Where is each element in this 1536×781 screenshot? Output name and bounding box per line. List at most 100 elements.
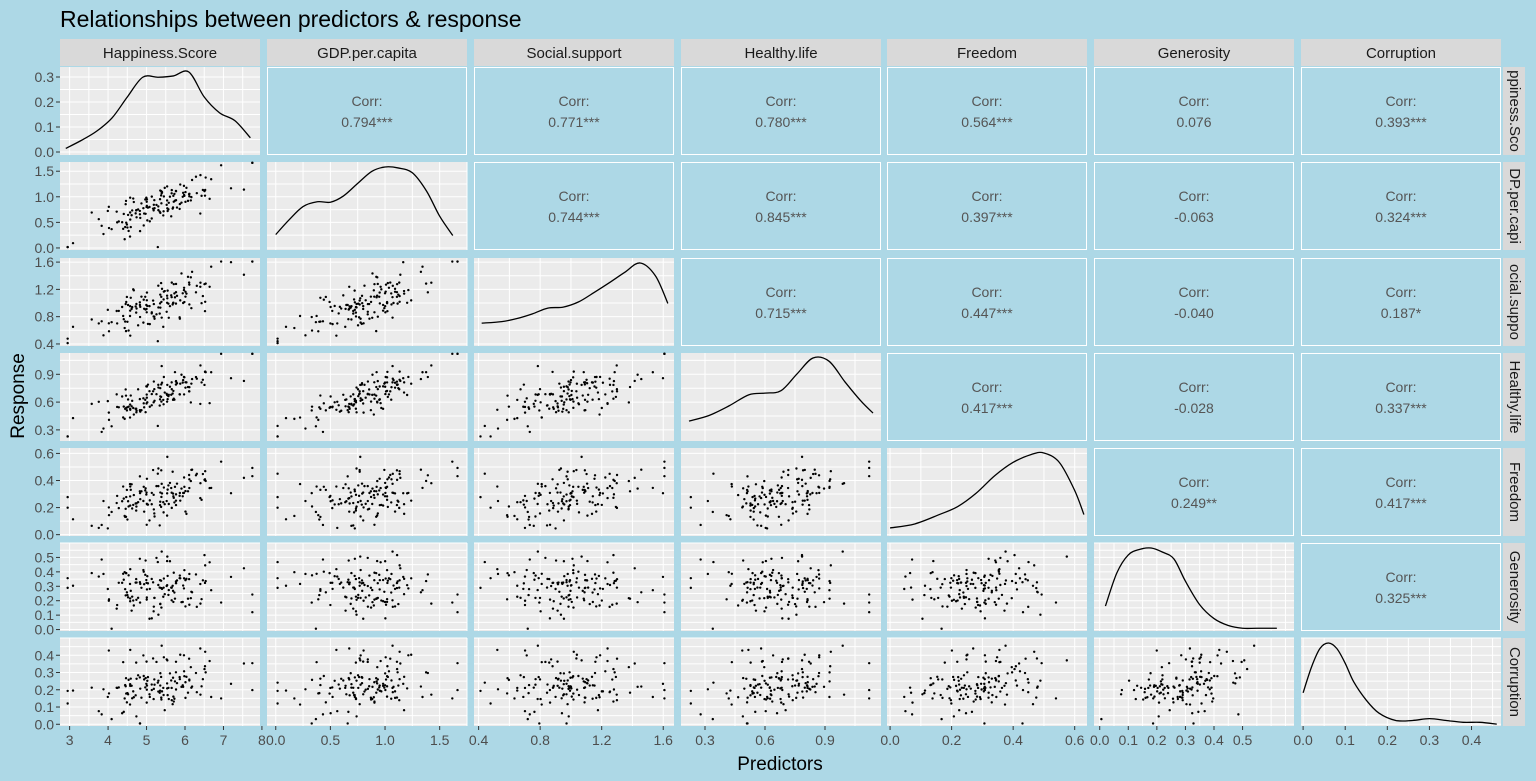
data-point: [372, 604, 376, 607]
data-point: [71, 325, 75, 329]
strip-background: [1503, 353, 1525, 441]
chart-title: Relationships between predictors & respo…: [60, 6, 522, 32]
strip-label: DP.per.capi: [1506, 168, 1523, 244]
data-point: [353, 527, 357, 530]
data-point: [276, 586, 279, 590]
corr-value: 0.324***: [1375, 209, 1427, 225]
data-point: [1014, 665, 1018, 668]
data-point: [125, 692, 128, 695]
data-point: [179, 653, 182, 656]
data-point: [166, 397, 169, 401]
data-point: [384, 656, 387, 659]
data-point: [595, 696, 598, 700]
data-point: [545, 691, 549, 694]
data-point: [982, 687, 986, 690]
corr-value: 0.397***: [961, 209, 1013, 225]
data-point: [523, 400, 527, 403]
data-point: [571, 557, 574, 561]
data-point: [398, 564, 401, 567]
data-point: [165, 185, 169, 188]
data-point: [170, 698, 173, 702]
data-point: [768, 489, 772, 492]
data-point: [155, 313, 158, 316]
data-point: [140, 295, 143, 298]
data-point: [904, 575, 907, 578]
data-point: [594, 581, 597, 585]
data-point: [122, 578, 125, 581]
data-point: [361, 660, 365, 663]
data-point: [548, 701, 552, 704]
corr-panel-r0-c2: Corr:0.771***: [474, 67, 674, 155]
data-point: [743, 687, 746, 690]
data-point: [350, 318, 353, 321]
data-point: [727, 571, 730, 574]
data-point: [195, 377, 199, 380]
data-point: [199, 281, 202, 284]
data-point: [990, 677, 994, 680]
data-point: [970, 710, 974, 714]
corr-panel-r5-c6: Corr:0.325***: [1301, 543, 1501, 631]
data-point: [188, 386, 191, 389]
data-point: [188, 478, 191, 481]
data-point: [375, 682, 379, 685]
data-point: [628, 691, 632, 694]
data-point: [171, 470, 174, 473]
data-point: [409, 653, 413, 656]
data-point: [534, 399, 537, 402]
data-point: [751, 503, 754, 507]
data-point: [386, 665, 389, 668]
data-point: [569, 685, 572, 688]
data-point: [817, 577, 821, 580]
data-point: [375, 294, 379, 297]
data-point: [335, 408, 338, 411]
data-point: [142, 397, 145, 400]
data-point: [588, 500, 591, 503]
x-tick-label: 0.2: [1147, 732, 1167, 748]
data-point: [828, 486, 831, 490]
strip-background: [1503, 162, 1525, 250]
data-point: [376, 688, 379, 691]
data-point: [1143, 690, 1146, 694]
data-point: [358, 584, 361, 587]
data-point: [867, 611, 871, 614]
data-point: [129, 677, 132, 680]
data-point: [583, 398, 587, 402]
data-point: [173, 680, 177, 683]
data-point: [184, 696, 187, 700]
data-point: [391, 364, 394, 368]
density-panel-corruption: [1301, 637, 1501, 726]
column-strip-generosity: Generosity: [1094, 39, 1294, 66]
data-point: [759, 511, 762, 514]
data-point: [1204, 693, 1208, 697]
data-point: [1036, 686, 1039, 689]
data-point: [364, 396, 367, 399]
corr-label: Corr:: [351, 93, 382, 109]
data-point: [523, 709, 527, 713]
data-point: [399, 567, 402, 570]
data-point: [796, 672, 800, 675]
data-point: [171, 392, 174, 395]
data-point: [276, 560, 279, 564]
data-point: [322, 674, 326, 678]
data-point: [946, 687, 949, 691]
column-strip-social-support: Social.support: [474, 39, 674, 66]
data-point: [791, 500, 794, 504]
data-point: [142, 583, 146, 586]
data-point: [754, 710, 757, 714]
data-point: [219, 601, 223, 604]
data-point: [1243, 659, 1246, 662]
data-point: [941, 605, 944, 608]
corr-panel-r1-c5: Corr:-0.063: [1094, 162, 1294, 250]
data-point: [534, 677, 537, 681]
data-point: [361, 589, 364, 593]
data-point: [329, 712, 332, 715]
y-axis-row-6: 0.00.10.20.30.4: [35, 647, 60, 732]
data-point: [129, 225, 132, 229]
data-point: [396, 302, 399, 305]
data-point: [594, 380, 597, 383]
data-point: [751, 599, 754, 602]
corr-value: 0.393***: [1375, 114, 1427, 130]
data-point: [753, 494, 756, 498]
data-point: [359, 397, 362, 400]
data-point: [356, 674, 360, 677]
